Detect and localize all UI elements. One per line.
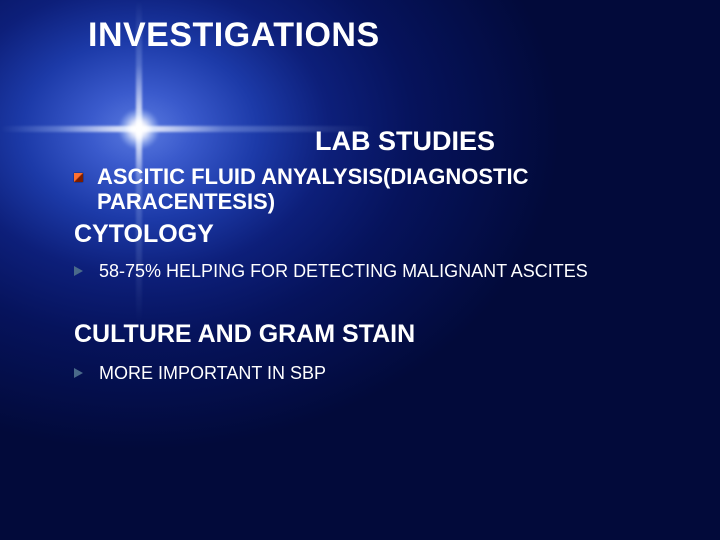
bullet-level1-text: ASCITIC FLUID ANYALYSIS(DIAGNOSTIC PARAC… xyxy=(97,165,680,214)
arrow-bullet-icon xyxy=(74,266,83,276)
bullet-level2-text: 58-75% HELPING FOR DETECTING MALIGNANT A… xyxy=(99,261,588,282)
section-heading-cytology: CYTOLOGY xyxy=(74,220,680,249)
section-heading-culture: CULTURE AND GRAM STAIN xyxy=(74,320,680,349)
bullet-level2: MORE IMPORTANT IN SBP xyxy=(74,363,680,384)
square-bullet-icon xyxy=(74,173,83,182)
bullet-level2: 58-75% HELPING FOR DETECTING MALIGNANT A… xyxy=(74,261,680,282)
bullet-level1: ASCITIC FLUID ANYALYSIS(DIAGNOSTIC PARAC… xyxy=(74,165,680,214)
slide-subtitle: LAB STUDIES xyxy=(130,126,680,157)
slide-title: INVESTIGATIONS xyxy=(88,16,680,55)
slide-container: INVESTIGATIONS LAB STUDIES ASCITIC FLUID… xyxy=(0,0,720,540)
arrow-bullet-icon xyxy=(74,368,83,378)
bullet-level2-text: MORE IMPORTANT IN SBP xyxy=(99,363,326,384)
